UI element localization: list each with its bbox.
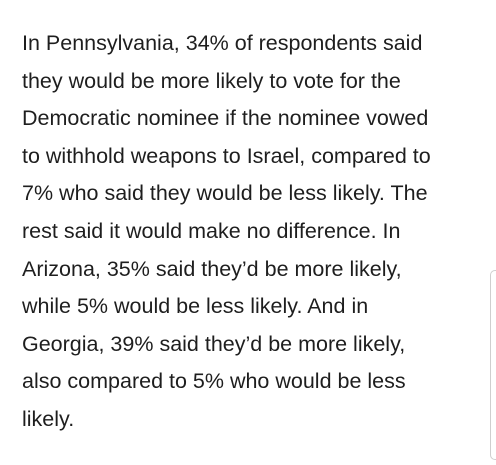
article-paragraph: In Pennsylvania, 34% of respondents said… xyxy=(22,25,492,439)
paragraph-line: Arizona, 35% said they’d be more likely, xyxy=(22,256,402,281)
paragraph-line: Democratic nominee if the nominee vowed xyxy=(22,106,429,131)
paragraph-line: also compared to 5% who would be less xyxy=(22,369,406,394)
paragraph-line: to withhold weapons to Israel, compared … xyxy=(22,143,431,168)
paragraph-line: likely. xyxy=(22,406,75,431)
scroll-indicator[interactable] xyxy=(490,270,496,460)
paragraph-line: In Pennsylvania, 34% of respondents said xyxy=(22,31,423,55)
paragraph-line: 7% who said they would be less likely. T… xyxy=(22,181,428,206)
paragraph-line: rest said it would make no difference. I… xyxy=(22,218,401,243)
paragraph-line: they would be more likely to vote for th… xyxy=(22,68,401,93)
paragraph-line: Georgia, 39% said they’d be more likely, xyxy=(22,331,406,356)
paragraph-line: while 5% would be less likely. And in xyxy=(22,294,369,319)
